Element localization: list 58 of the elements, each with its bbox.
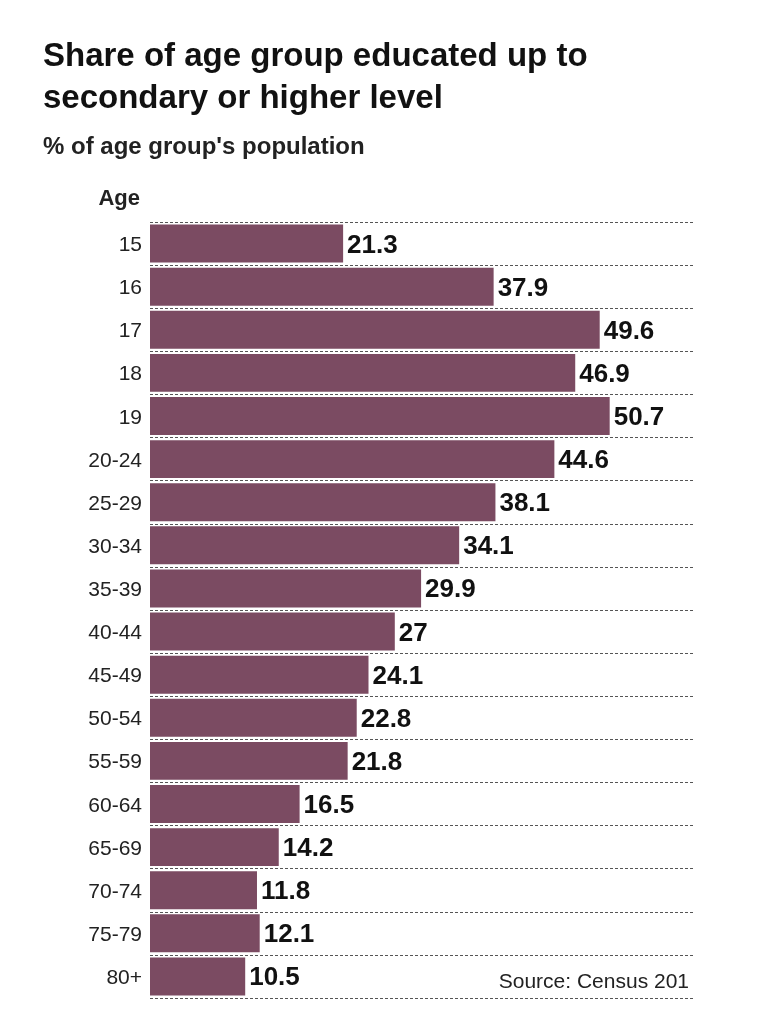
bar bbox=[150, 483, 496, 522]
y-tick-label: 45-49 bbox=[88, 663, 142, 687]
y-tick-label: 17 bbox=[118, 318, 142, 342]
y-tick-label: 30-34 bbox=[88, 533, 143, 557]
data-label: 16.5 bbox=[303, 789, 355, 819]
data-label: 49.6 bbox=[603, 314, 655, 345]
y-tick-label: 60-64 bbox=[88, 792, 143, 816]
bar bbox=[150, 698, 357, 737]
y-tick-label: 15 bbox=[118, 232, 142, 256]
bar bbox=[150, 224, 344, 263]
bar bbox=[150, 957, 246, 996]
chart-subtitle: % of age group's population bbox=[43, 131, 365, 159]
data-label: 44.6 bbox=[558, 444, 609, 475]
bar bbox=[150, 267, 494, 306]
y-tick-label: 40-44 bbox=[88, 620, 143, 644]
bar bbox=[150, 785, 300, 823]
bar bbox=[150, 397, 610, 435]
y-tick-label: 16 bbox=[118, 275, 142, 299]
data-label: 27 bbox=[398, 616, 428, 647]
bar bbox=[150, 353, 576, 392]
bar bbox=[150, 310, 600, 349]
data-label: 10.5 bbox=[249, 961, 300, 992]
data-label: 37.9 bbox=[497, 271, 549, 302]
annotation: Source: Census 201 bbox=[498, 969, 690, 992]
data-label: 50.7 bbox=[613, 401, 665, 431]
y-tick-label: 55-59 bbox=[88, 749, 142, 773]
data-label: 12.1 bbox=[263, 918, 315, 949]
bar bbox=[150, 871, 257, 910]
bar bbox=[150, 655, 369, 694]
bar bbox=[150, 440, 555, 479]
data-label: 21.3 bbox=[347, 228, 398, 259]
y-tick-label: 18 bbox=[118, 361, 142, 385]
y-tick-label: 25-29 bbox=[88, 490, 142, 514]
data-label: 29.9 bbox=[425, 573, 476, 604]
y-axis-title: Age bbox=[98, 184, 140, 210]
bar bbox=[150, 828, 279, 867]
y-tick-label: 65-69 bbox=[88, 835, 142, 859]
data-label: 21.8 bbox=[351, 745, 403, 776]
data-label: 46.9 bbox=[579, 357, 630, 388]
y-tick-label: 35-39 bbox=[88, 576, 142, 600]
data-label: 38.1 bbox=[499, 487, 551, 518]
y-tick-label: 75-79 bbox=[88, 921, 142, 945]
y-tick-label: 20-24 bbox=[88, 447, 143, 471]
bar bbox=[150, 741, 348, 780]
data-label: 24.1 bbox=[372, 659, 424, 690]
bar bbox=[150, 612, 395, 651]
y-tick-label: 50-54 bbox=[88, 706, 143, 730]
bar bbox=[150, 914, 260, 953]
bar bbox=[150, 526, 460, 565]
y-tick-label: 80+ bbox=[106, 964, 142, 988]
y-tick-label: 70-74 bbox=[88, 878, 143, 902]
y-tick-label: 19 bbox=[118, 404, 142, 428]
chart-title: Share of age group educated up to secondary or higher level bbox=[43, 35, 588, 115]
data-label: 34.1 bbox=[463, 530, 514, 561]
bar bbox=[150, 569, 422, 608]
data-label: 14.2 bbox=[282, 832, 334, 863]
data-label: 22.8 bbox=[360, 702, 412, 733]
data-label: 11.8 bbox=[260, 875, 311, 906]
